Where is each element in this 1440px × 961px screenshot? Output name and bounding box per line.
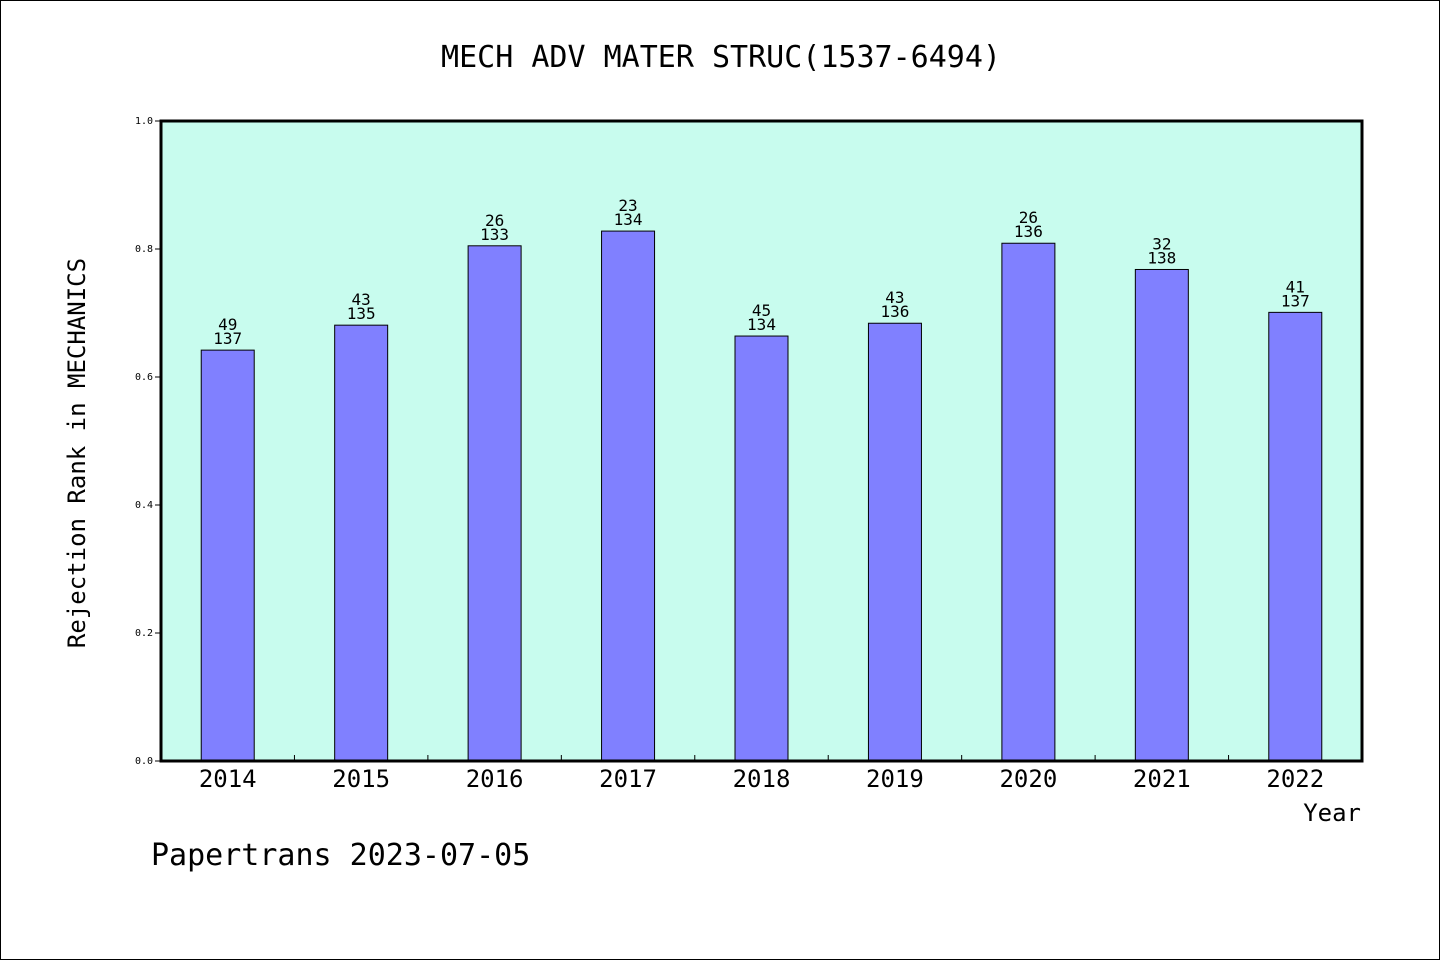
bar-2021: [1134, 268, 1189, 762]
y-axis-label: Rejection Rank in MECHANICS: [63, 258, 91, 648]
bar-2022: [1268, 311, 1323, 762]
bar-total-label: 135: [347, 304, 376, 323]
bar-rank-label: 43: [352, 290, 371, 309]
x-tick-label: 2016: [466, 765, 524, 793]
bar-rank-label: 26: [1019, 208, 1038, 227]
bar-2014: [200, 349, 255, 762]
chart-title: MECH ADV MATER STRUC(1537-6494): [441, 40, 1001, 75]
y-tick-label: 1.0: [135, 116, 153, 127]
x-tick-label: 2015: [332, 765, 390, 793]
bar-total-label: 138: [1147, 248, 1176, 267]
bar-total-label: 134: [747, 315, 776, 334]
y-tick-label: 0.0: [135, 756, 153, 767]
bar-2019: [867, 322, 922, 762]
y-axis-ticks: 0.0 0.2 0.4 0.6 0.8 1.0: [135, 116, 161, 767]
bar-total-label: 137: [213, 329, 242, 348]
bar-total-label: 136: [880, 302, 909, 321]
bar-2016: [467, 245, 522, 762]
x-tick-label: 2021: [1133, 765, 1191, 793]
bar-rank-label: 23: [618, 196, 637, 215]
bar-rank-label: 49: [218, 315, 237, 334]
plot-border: [159, 119, 1364, 763]
bar-2018: [734, 335, 789, 762]
x-tick-label: 2017: [599, 765, 657, 793]
x-tick-label: 2018: [733, 765, 791, 793]
bar-rank-label: 26: [485, 211, 504, 230]
y-tick-label: 0.2: [135, 628, 153, 639]
bar-2017: [601, 230, 656, 762]
x-axis-label: Year: [1303, 799, 1361, 827]
y-tick-label: 0.8: [135, 244, 153, 255]
x-tick-label: 2019: [866, 765, 924, 793]
bar-rank-label: 41: [1286, 277, 1305, 296]
x-tick-label: 2022: [1266, 765, 1324, 793]
y-tick-label: 0.4: [135, 500, 153, 511]
bar-rank-label: 32: [1152, 234, 1171, 253]
bar-total-label: 134: [614, 210, 643, 229]
bar-2020: [1001, 242, 1056, 762]
bar-total-label: 133: [480, 225, 509, 244]
footer-credit: Papertrans 2023-07-05: [151, 838, 530, 873]
bar-labels-group: 4913743135261332313445134431362613632138…: [213, 196, 1309, 348]
bar-2015: [334, 324, 389, 762]
bar-rank-label: 45: [752, 301, 771, 320]
y-tick-label: 0.6: [135, 372, 153, 383]
x-tick-label: 2020: [999, 765, 1057, 793]
bar-rank-label: 43: [885, 288, 904, 307]
x-axis-ticks: 2014 2015 2016 2017 2018 2019 2020 2021 2022: [199, 755, 1324, 793]
bar-total-label: 136: [1014, 222, 1043, 241]
bar-total-label: 137: [1281, 291, 1310, 310]
x-tick-label: 2014: [199, 765, 257, 793]
bars-group: [200, 230, 1323, 762]
